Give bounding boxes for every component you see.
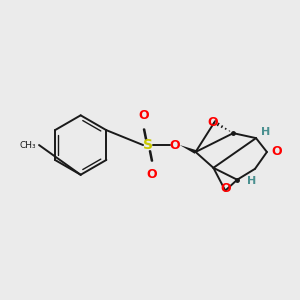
Text: O: O — [139, 109, 149, 122]
Polygon shape — [180, 145, 196, 154]
Text: O: O — [220, 182, 231, 195]
Text: H: H — [261, 127, 270, 137]
Text: S: S — [143, 138, 153, 152]
Text: O: O — [207, 116, 218, 129]
Text: O: O — [147, 168, 157, 181]
Text: O: O — [169, 139, 180, 152]
Text: CH₃: CH₃ — [20, 140, 36, 149]
Text: H: H — [247, 176, 256, 186]
Text: O: O — [272, 146, 283, 158]
